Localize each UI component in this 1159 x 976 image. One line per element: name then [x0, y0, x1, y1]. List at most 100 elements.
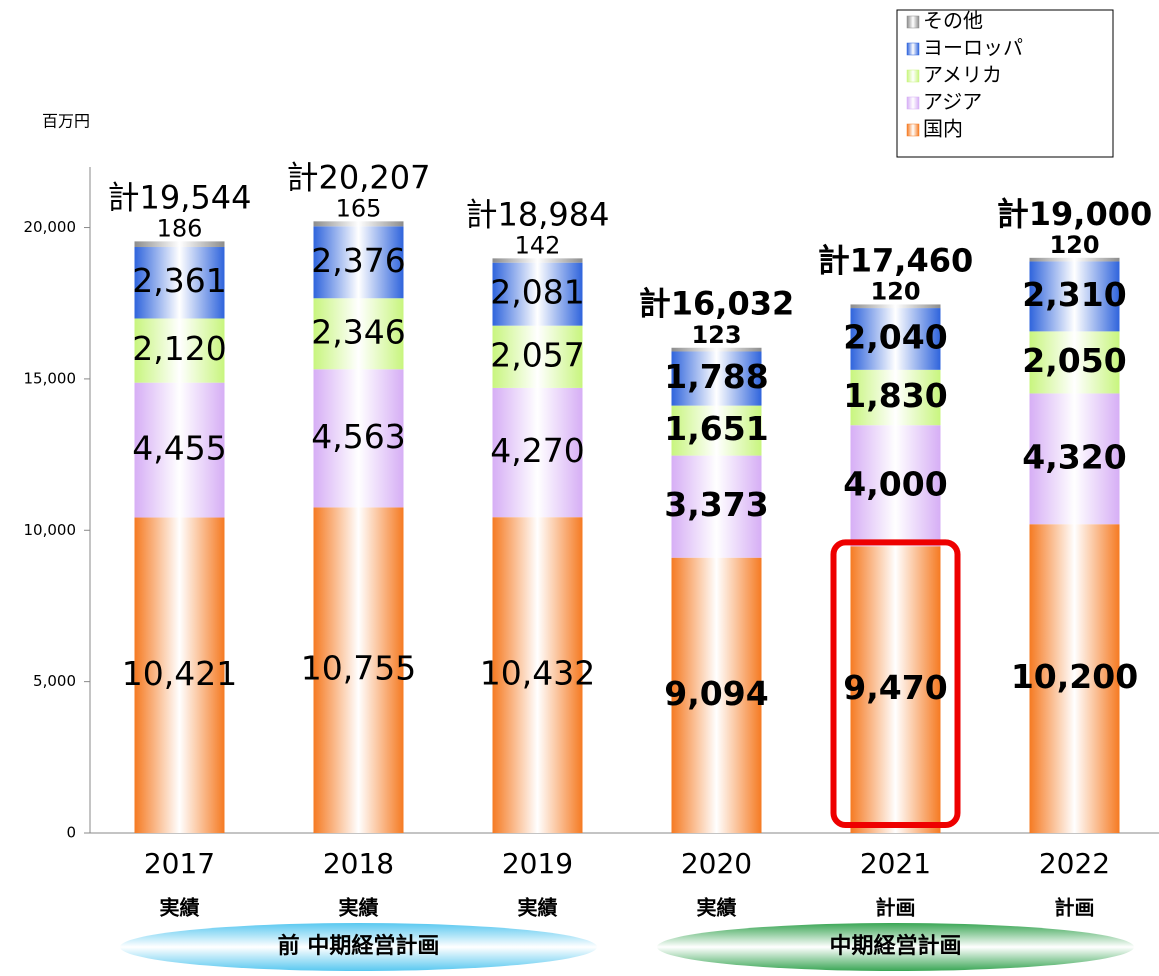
- data-label: 3,373: [664, 485, 768, 524]
- data-label: 2,310: [1022, 275, 1126, 314]
- x-sub-label: 実績: [339, 896, 379, 920]
- bar-segment: [134, 247, 225, 319]
- data-label: 1,830: [843, 376, 947, 415]
- group-label: 中期経営計画: [829, 933, 961, 959]
- data-label: 2,050: [1022, 341, 1126, 380]
- bar-segment: [850, 308, 941, 370]
- x-sub-label: 計画: [876, 896, 916, 920]
- group-band: [120, 923, 597, 971]
- y-tick-label: 20,000: [24, 218, 77, 236]
- legend-swatch: [906, 15, 920, 29]
- data-label: 2,040: [843, 317, 947, 356]
- data-label: 186: [157, 214, 203, 242]
- data-label: 2,120: [132, 329, 226, 368]
- bar-segment: [134, 318, 225, 383]
- total-label: 計18,984: [466, 195, 610, 233]
- group-label: 前 中期経営計画: [278, 933, 440, 959]
- data-label: 9,094: [664, 674, 768, 713]
- x-tick-label: 2020: [681, 847, 752, 880]
- bar-segment: [671, 347, 762, 352]
- y-tick-label: 15,000: [24, 369, 77, 387]
- group-band: [657, 923, 1134, 971]
- y-tick-label: 5,000: [33, 672, 76, 690]
- bar-segment: [1029, 331, 1120, 394]
- bar-segment: [313, 369, 404, 508]
- data-label: 165: [336, 194, 382, 222]
- data-label: 1,651: [664, 409, 768, 448]
- bar-segment: [134, 517, 225, 833]
- x-tick-label: 2018: [323, 847, 394, 880]
- data-label: 10,421: [122, 654, 237, 693]
- bar-segment: [492, 517, 583, 833]
- x-sub-label: 実績: [160, 896, 200, 920]
- legend-swatch: [906, 123, 920, 137]
- legend-label: 国内: [923, 117, 963, 141]
- data-label: 120: [870, 277, 920, 305]
- data-label: 4,563: [311, 417, 405, 456]
- data-label: 123: [691, 321, 741, 349]
- bar-segment: [134, 241, 225, 248]
- x-sub-label: 実績: [518, 896, 558, 920]
- data-label: 2,346: [311, 312, 405, 351]
- bar-segment: [671, 405, 762, 456]
- legend-swatch: [906, 96, 920, 110]
- data-label: 10,200: [1011, 657, 1138, 696]
- total-label: 計20,207: [287, 158, 431, 196]
- bar-segment: [134, 382, 225, 518]
- bar-segment: [492, 387, 583, 518]
- data-label: 4,000: [843, 464, 947, 503]
- data-label: 2,081: [490, 273, 584, 312]
- data-label: 142: [515, 231, 561, 259]
- x-tick-label: 2017: [144, 847, 215, 880]
- x-tick-label: 2021: [860, 847, 931, 880]
- x-tick-label: 2022: [1039, 847, 1110, 880]
- y-tick-label: 10,000: [24, 521, 77, 539]
- data-label: 2,361: [132, 261, 226, 300]
- bar-segment: [492, 325, 583, 388]
- legend-label: その他: [923, 9, 983, 33]
- y-tick-label: 0: [66, 824, 76, 842]
- legend-label: ヨーロッパ: [923, 36, 1023, 60]
- bar-segment: [850, 546, 941, 833]
- bar-segment: [1029, 393, 1120, 525]
- bar-segment: [1029, 261, 1120, 332]
- total-label: 計19,000: [997, 195, 1153, 233]
- highlight-box: [830, 539, 961, 828]
- x-sub-label: 実績: [697, 896, 737, 920]
- data-label: 1,788: [664, 357, 768, 396]
- legend-swatch: [906, 69, 920, 83]
- data-label: 9,470: [843, 668, 947, 707]
- data-label: 120: [1049, 231, 1099, 259]
- legend-label: アメリカ: [923, 63, 1002, 87]
- legend-box: [896, 9, 1114, 158]
- bar-segment: [671, 455, 762, 558]
- unit-label: 百万円: [42, 112, 90, 131]
- total-label: 計17,460: [818, 241, 974, 279]
- legend-label: アジア: [923, 90, 982, 114]
- data-label: 4,320: [1022, 437, 1126, 476]
- bar-segment: [313, 507, 404, 833]
- x-tick-label: 2019: [502, 847, 573, 880]
- bar-segment: [313, 298, 404, 370]
- data-label: 2,057: [490, 335, 584, 374]
- bar-segment: [671, 557, 762, 833]
- data-label: 4,455: [132, 429, 226, 468]
- bar-segment: [313, 221, 404, 227]
- data-label: 2,376: [311, 241, 405, 280]
- total-label: 計16,032: [639, 285, 795, 323]
- bar-segment: [1029, 257, 1120, 262]
- x-sub-label: 計画: [1055, 896, 1095, 920]
- total-label: 計19,544: [108, 178, 252, 216]
- data-label: 4,270: [490, 431, 584, 470]
- bar-segment: [850, 369, 941, 426]
- bar-segment: [850, 425, 941, 547]
- bar-segment: [313, 226, 404, 299]
- bar-segment: [492, 258, 583, 263]
- bar-segment: [1029, 524, 1120, 833]
- bar-segment: [492, 262, 583, 326]
- bar-segment: [671, 351, 762, 406]
- data-label: 10,755: [301, 649, 416, 688]
- legend-swatch: [906, 42, 920, 56]
- data-label: 10,432: [480, 654, 595, 693]
